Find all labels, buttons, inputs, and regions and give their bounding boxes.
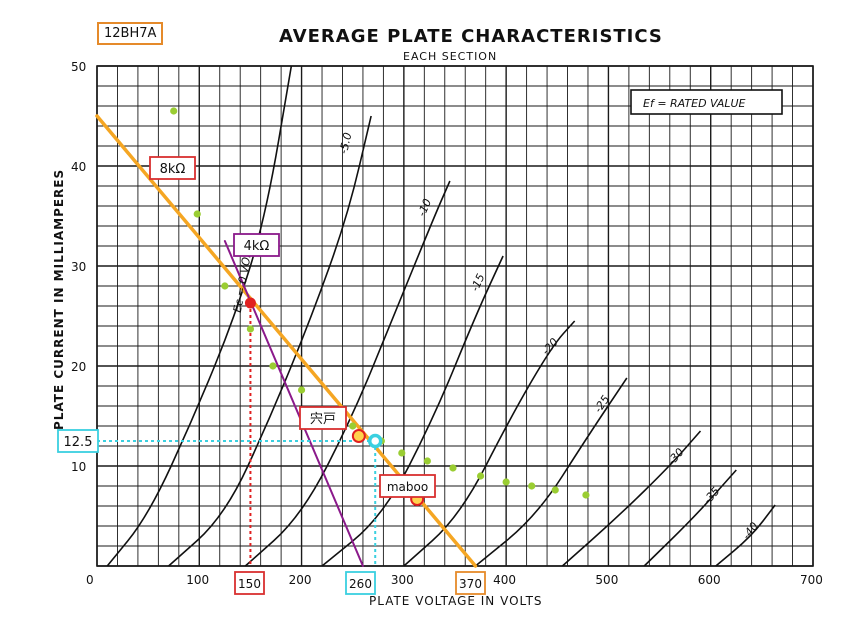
ef-note: Ef = RATED VALUE — [643, 97, 746, 110]
grid-curve — [321, 255, 504, 567]
x-tick-label: 600 — [698, 573, 721, 587]
x-tick-label: 300 — [391, 573, 414, 587]
grid-curve — [244, 180, 451, 567]
x-tick-label: 700 — [800, 573, 823, 587]
data-dot — [551, 486, 559, 494]
label-maboo: maboo — [387, 480, 428, 494]
cyan-point — [367, 433, 383, 449]
y-tick-label: 10 — [71, 460, 86, 474]
label-8k-box — [149, 156, 196, 180]
curve-label: -10 — [415, 197, 434, 219]
curve-label: -20 — [539, 336, 561, 358]
grid-curve — [715, 504, 776, 567]
x-tick-label: 100 — [186, 573, 209, 587]
label-4k-box — [233, 233, 280, 257]
chart-subtitle: EACH SECTION — [403, 50, 498, 63]
y-axis-label: PLATE CURRENT IN MILLIAMPERES — [52, 169, 66, 430]
data-dot — [297, 386, 306, 394]
label-x-150-box — [234, 571, 265, 595]
data-dot — [502, 478, 510, 486]
label-shishido: 宍戸 — [310, 412, 336, 427]
label-x-260-box — [345, 571, 376, 595]
data-dot — [398, 449, 406, 457]
label-y-12-5-box — [57, 429, 99, 453]
operating-point-dot — [244, 297, 256, 309]
grid-curve — [474, 377, 628, 567]
grid-curve — [561, 430, 702, 567]
curve-label: -30 — [665, 446, 687, 468]
label-4k: 4kΩ — [244, 239, 270, 254]
data-dot — [349, 422, 357, 430]
data-dot — [582, 491, 590, 499]
data-dot — [246, 325, 255, 333]
label-x-370-box — [455, 571, 486, 595]
x-tick-label: 200 — [289, 573, 312, 587]
shishido-point — [351, 429, 366, 443]
ef-note-box — [630, 89, 783, 115]
data-dot — [423, 457, 431, 465]
grid — [96, 65, 814, 567]
data-dot — [170, 107, 178, 115]
label-x-260: 260 — [349, 577, 372, 591]
data-dots — [170, 107, 590, 499]
label-x-150: 150 — [238, 577, 261, 591]
curve-label: -40 — [740, 520, 761, 542]
plot-frame — [96, 65, 814, 567]
grid-curve — [403, 320, 576, 567]
data-dot — [221, 282, 229, 290]
tube-label: 12BH7A — [97, 22, 164, 45]
data-dot — [449, 464, 457, 472]
label-y-12-5: 12.5 — [64, 435, 93, 450]
label-8k: 8kΩ — [160, 162, 186, 177]
tick-labels: 0 100 200 300 400 500 600 700 10 20 30 40 50 PLATE VO… — [52, 60, 823, 608]
grid-curve — [643, 469, 737, 567]
curve-label: -25 — [592, 393, 613, 415]
x-tick-label: 500 — [595, 573, 618, 587]
grid-curve — [168, 115, 372, 567]
x-axis-label: PLATE VOLTAGE IN VOLTS — [369, 594, 543, 608]
label-shishido-box — [299, 406, 347, 430]
data-dot — [193, 210, 201, 218]
load-line-4k — [223, 240, 364, 567]
y-tick-label: 30 — [71, 260, 86, 274]
y-tick-label: 20 — [71, 360, 86, 374]
chart-title: AVERAGE PLATE CHARACTERISTICS — [279, 26, 663, 47]
data-dot — [476, 472, 485, 480]
y-tick-label: 50 — [71, 60, 86, 74]
x-tick-label: 400 — [493, 573, 516, 587]
grid-curves — [106, 65, 776, 567]
curve-label: -5.0 — [337, 131, 355, 155]
data-dot — [269, 362, 277, 370]
label-maboo-box — [379, 474, 436, 498]
y-tick-label: 40 — [71, 160, 86, 174]
guide-lines — [97, 303, 377, 566]
label-x-370: 370 — [459, 577, 482, 591]
x-tick-label: 0 — [86, 573, 94, 587]
curve-label: -15 — [468, 272, 487, 294]
data-dot — [528, 482, 536, 490]
